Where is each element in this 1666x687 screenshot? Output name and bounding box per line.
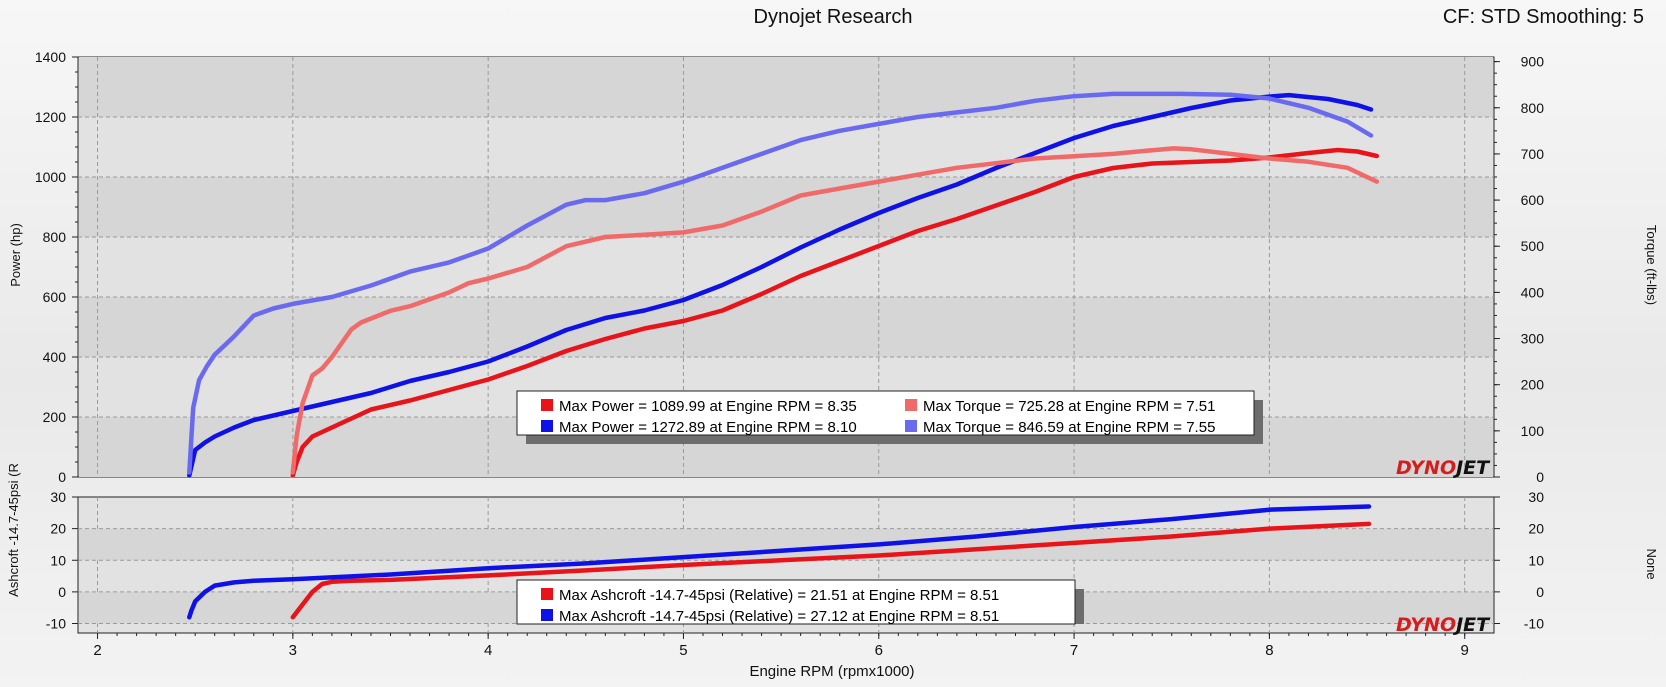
legend-swatch [905, 399, 917, 411]
correction-factor-label: CF: STD Smoothing: 5 [1442, 6, 1644, 28]
y-tick-label: 1200 [35, 109, 66, 125]
legend-entry: Max Ashcroft -14.7-45psi (Relative) = 21… [559, 587, 999, 604]
x-axis-label: Engine RPM (rpmx1000) [749, 663, 914, 680]
y2-axis-label: Torque (ft-lbs) [1644, 225, 1659, 305]
y-tick-label: 200 [43, 409, 67, 425]
boost-legend [516, 579, 1076, 625]
x-tick-label: 3 [289, 642, 297, 659]
y-tick-label: 1400 [35, 49, 66, 65]
y2-tick-label: 800 [1521, 100, 1545, 116]
legend-swatch [541, 588, 553, 600]
legend-entry: Max Power = 1272.89 at Engine RPM = 8.10 [559, 419, 857, 436]
boost-y-tick-label: 20 [50, 521, 66, 537]
legend-entry: Max Ashcroft -14.7-45psi (Relative) = 27… [559, 608, 999, 625]
y-tick-label: 800 [43, 229, 67, 245]
y2-tick-label: 300 [1521, 331, 1545, 347]
legend-entry: Max Power = 1089.99 at Engine RPM = 8.35 [559, 398, 857, 415]
dynojet-logo: DYNOJET [1396, 614, 1491, 636]
x-tick-label: 8 [1265, 642, 1273, 659]
series-line-power-red [290, 147, 1380, 478]
y2-tick-label: 500 [1521, 238, 1545, 254]
boost-y2-axis-label: None [1644, 548, 1659, 579]
dynojet-logo: DYNOJET [1396, 457, 1491, 479]
grid-band [79, 297, 1493, 357]
y2-tick-label: 600 [1521, 192, 1545, 208]
y-axis-label: Power (hp) [8, 223, 23, 287]
chart-title: Dynojet Research [753, 6, 913, 28]
y-tick-label: 1000 [35, 169, 66, 185]
boost-y-tick-label: 0 [58, 584, 66, 600]
boost-y2-tick-label: 30 [1528, 489, 1544, 505]
boost-y2-tick-label: 20 [1528, 521, 1544, 537]
y-tick-label: 600 [43, 289, 67, 305]
legend-swatch [541, 609, 553, 621]
series-line-boost-red [290, 521, 1372, 620]
series-line-power-blue [187, 92, 1374, 478]
x-tick-label: 6 [875, 642, 883, 659]
boost-y-tick-label: 10 [50, 552, 66, 568]
boost-y-tick-label: -10 [46, 616, 66, 632]
x-tick-label: 9 [1461, 642, 1469, 659]
y-tick-label: 400 [43, 349, 67, 365]
boost-y2-tick-label: 10 [1528, 552, 1544, 568]
grid-band [79, 177, 1493, 237]
boost-y-axis-label: Ashcroft -14.7-45psi (R [6, 463, 21, 597]
y2-tick-label: 400 [1521, 284, 1545, 300]
boost-y2-tick-label: -10 [1524, 616, 1544, 632]
y2-tick-label: 200 [1521, 377, 1545, 393]
boost-y-tick-label: 30 [50, 489, 66, 505]
series-line-boost-blue [187, 504, 1372, 620]
series-line-torque-red [290, 146, 1380, 475]
y2-tick-label: 700 [1521, 146, 1545, 162]
x-tick-label: 7 [1070, 642, 1078, 659]
boost-y2-tick-label: 0 [1536, 584, 1544, 600]
y2-tick-label: 100 [1521, 423, 1545, 439]
x-tick-label: 4 [484, 642, 492, 659]
legend-entry: Max Torque = 846.59 at Engine RPM = 7.55 [923, 419, 1215, 436]
y-tick-label: 0 [58, 469, 66, 485]
legend-swatch [541, 399, 553, 411]
x-tick-label: 2 [93, 642, 101, 659]
y2-tick-label: 0 [1536, 469, 1544, 485]
y2-tick-label: 900 [1521, 54, 1545, 70]
x-tick-label: 5 [679, 642, 687, 659]
legend-swatch [905, 420, 917, 432]
grid-band [79, 57, 1493, 117]
grid-band [79, 528, 1493, 561]
legend-swatch [541, 420, 553, 432]
legend-entry: Max Torque = 725.28 at Engine RPM = 7.51 [923, 398, 1215, 415]
power-legend [516, 390, 1255, 436]
series-line-torque-blue [187, 91, 1374, 475]
